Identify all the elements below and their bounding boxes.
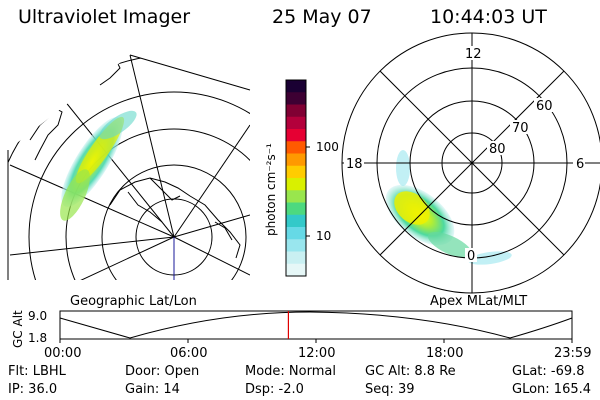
geo-map-label: Geographic Lat/Lon [70, 294, 197, 309]
altitude-curve [59, 311, 573, 339]
geo-latitude-status: GLat: -69.8 [512, 364, 585, 379]
instrument-title: Ultraviolet Imager [18, 6, 191, 28]
colorbar-segment [286, 80, 306, 93]
geographic-map [7, 54, 251, 280]
time-tick-2359: 23:59 [554, 346, 591, 361]
colorbar-segment [286, 92, 306, 105]
date-label: 25 May 07 [272, 6, 372, 28]
apex-polar-map: 12 18 6 0 60 70 80 [341, 32, 600, 294]
mlt-label-6: 6 [576, 157, 584, 172]
colorbar-segment [286, 141, 306, 154]
colorbar-unit-label: photon cm⁻²s⁻¹ [264, 143, 278, 236]
mlt-label-0: 0 [467, 249, 475, 264]
colorbar-segment [286, 104, 306, 118]
color-scale-bar [285, 79, 310, 277]
gc-altitude-status: GC Alt: 8.8 Re [365, 364, 456, 379]
colorbar-segment [286, 202, 306, 216]
altitude-plot [59, 310, 573, 343]
colorbar-segment [286, 214, 306, 228]
colorbar-segment [286, 153, 306, 167]
colorbar-segment [286, 190, 306, 203]
time-tick-0600: 06:00 [170, 346, 207, 361]
colorbar-segment [286, 227, 306, 240]
filter-status: Flt: LBHL [8, 364, 67, 379]
altitude-axis-title: GC Alt [11, 310, 25, 348]
time-tick-0000: 00:00 [44, 346, 81, 361]
mlt-label-12: 12 [465, 47, 482, 62]
mode-status: Mode: Normal [245, 364, 336, 379]
mlat-label-80: 80 [489, 142, 506, 157]
colorbar-segment [286, 263, 306, 277]
geo-longitude-status: GLon: 165.4 [512, 382, 591, 397]
door-status: Door: Open [125, 364, 199, 379]
colorbar-segment [286, 239, 306, 252]
mlat-label-70: 70 [512, 121, 529, 136]
gain-status: Gain: 14 [125, 382, 180, 397]
ip-status: IP: 36.0 [8, 382, 57, 397]
colorbar-segment [286, 116, 306, 130]
apex-map-label: Apex MLat/MLT [430, 294, 527, 309]
colorbar-segment [286, 129, 306, 142]
altitude-tick-1-8: 1.8 [28, 331, 47, 345]
time-label: 10:44:03 UT [430, 6, 547, 28]
colorbar-segment [286, 165, 306, 179]
header: Ultraviolet Imager 25 May 07 10:44:03 UT [0, 0, 600, 34]
colorbar-tick-100: 100 [316, 140, 339, 154]
colorbar-segment [286, 178, 306, 191]
time-tick-1800: 18:00 [426, 346, 463, 361]
colorbar-tick-10: 10 [316, 229, 331, 243]
status-footer: Flt: LBHL IP: 36.0 Door: Open Gain: 14 M… [8, 364, 591, 397]
time-tick-1200: 12:00 [298, 346, 335, 361]
colorbar-frame [285, 79, 307, 277]
altitude-tick-9: 9.0 [28, 309, 47, 323]
mlt-label-18: 18 [346, 157, 363, 172]
sequence-status: Seq: 39 [365, 382, 415, 397]
mlat-label-60: 60 [536, 99, 553, 114]
dsp-status: Dsp: -2.0 [245, 382, 304, 397]
colorbar-segment [286, 251, 306, 265]
altitude-plot-frame [59, 310, 573, 340]
